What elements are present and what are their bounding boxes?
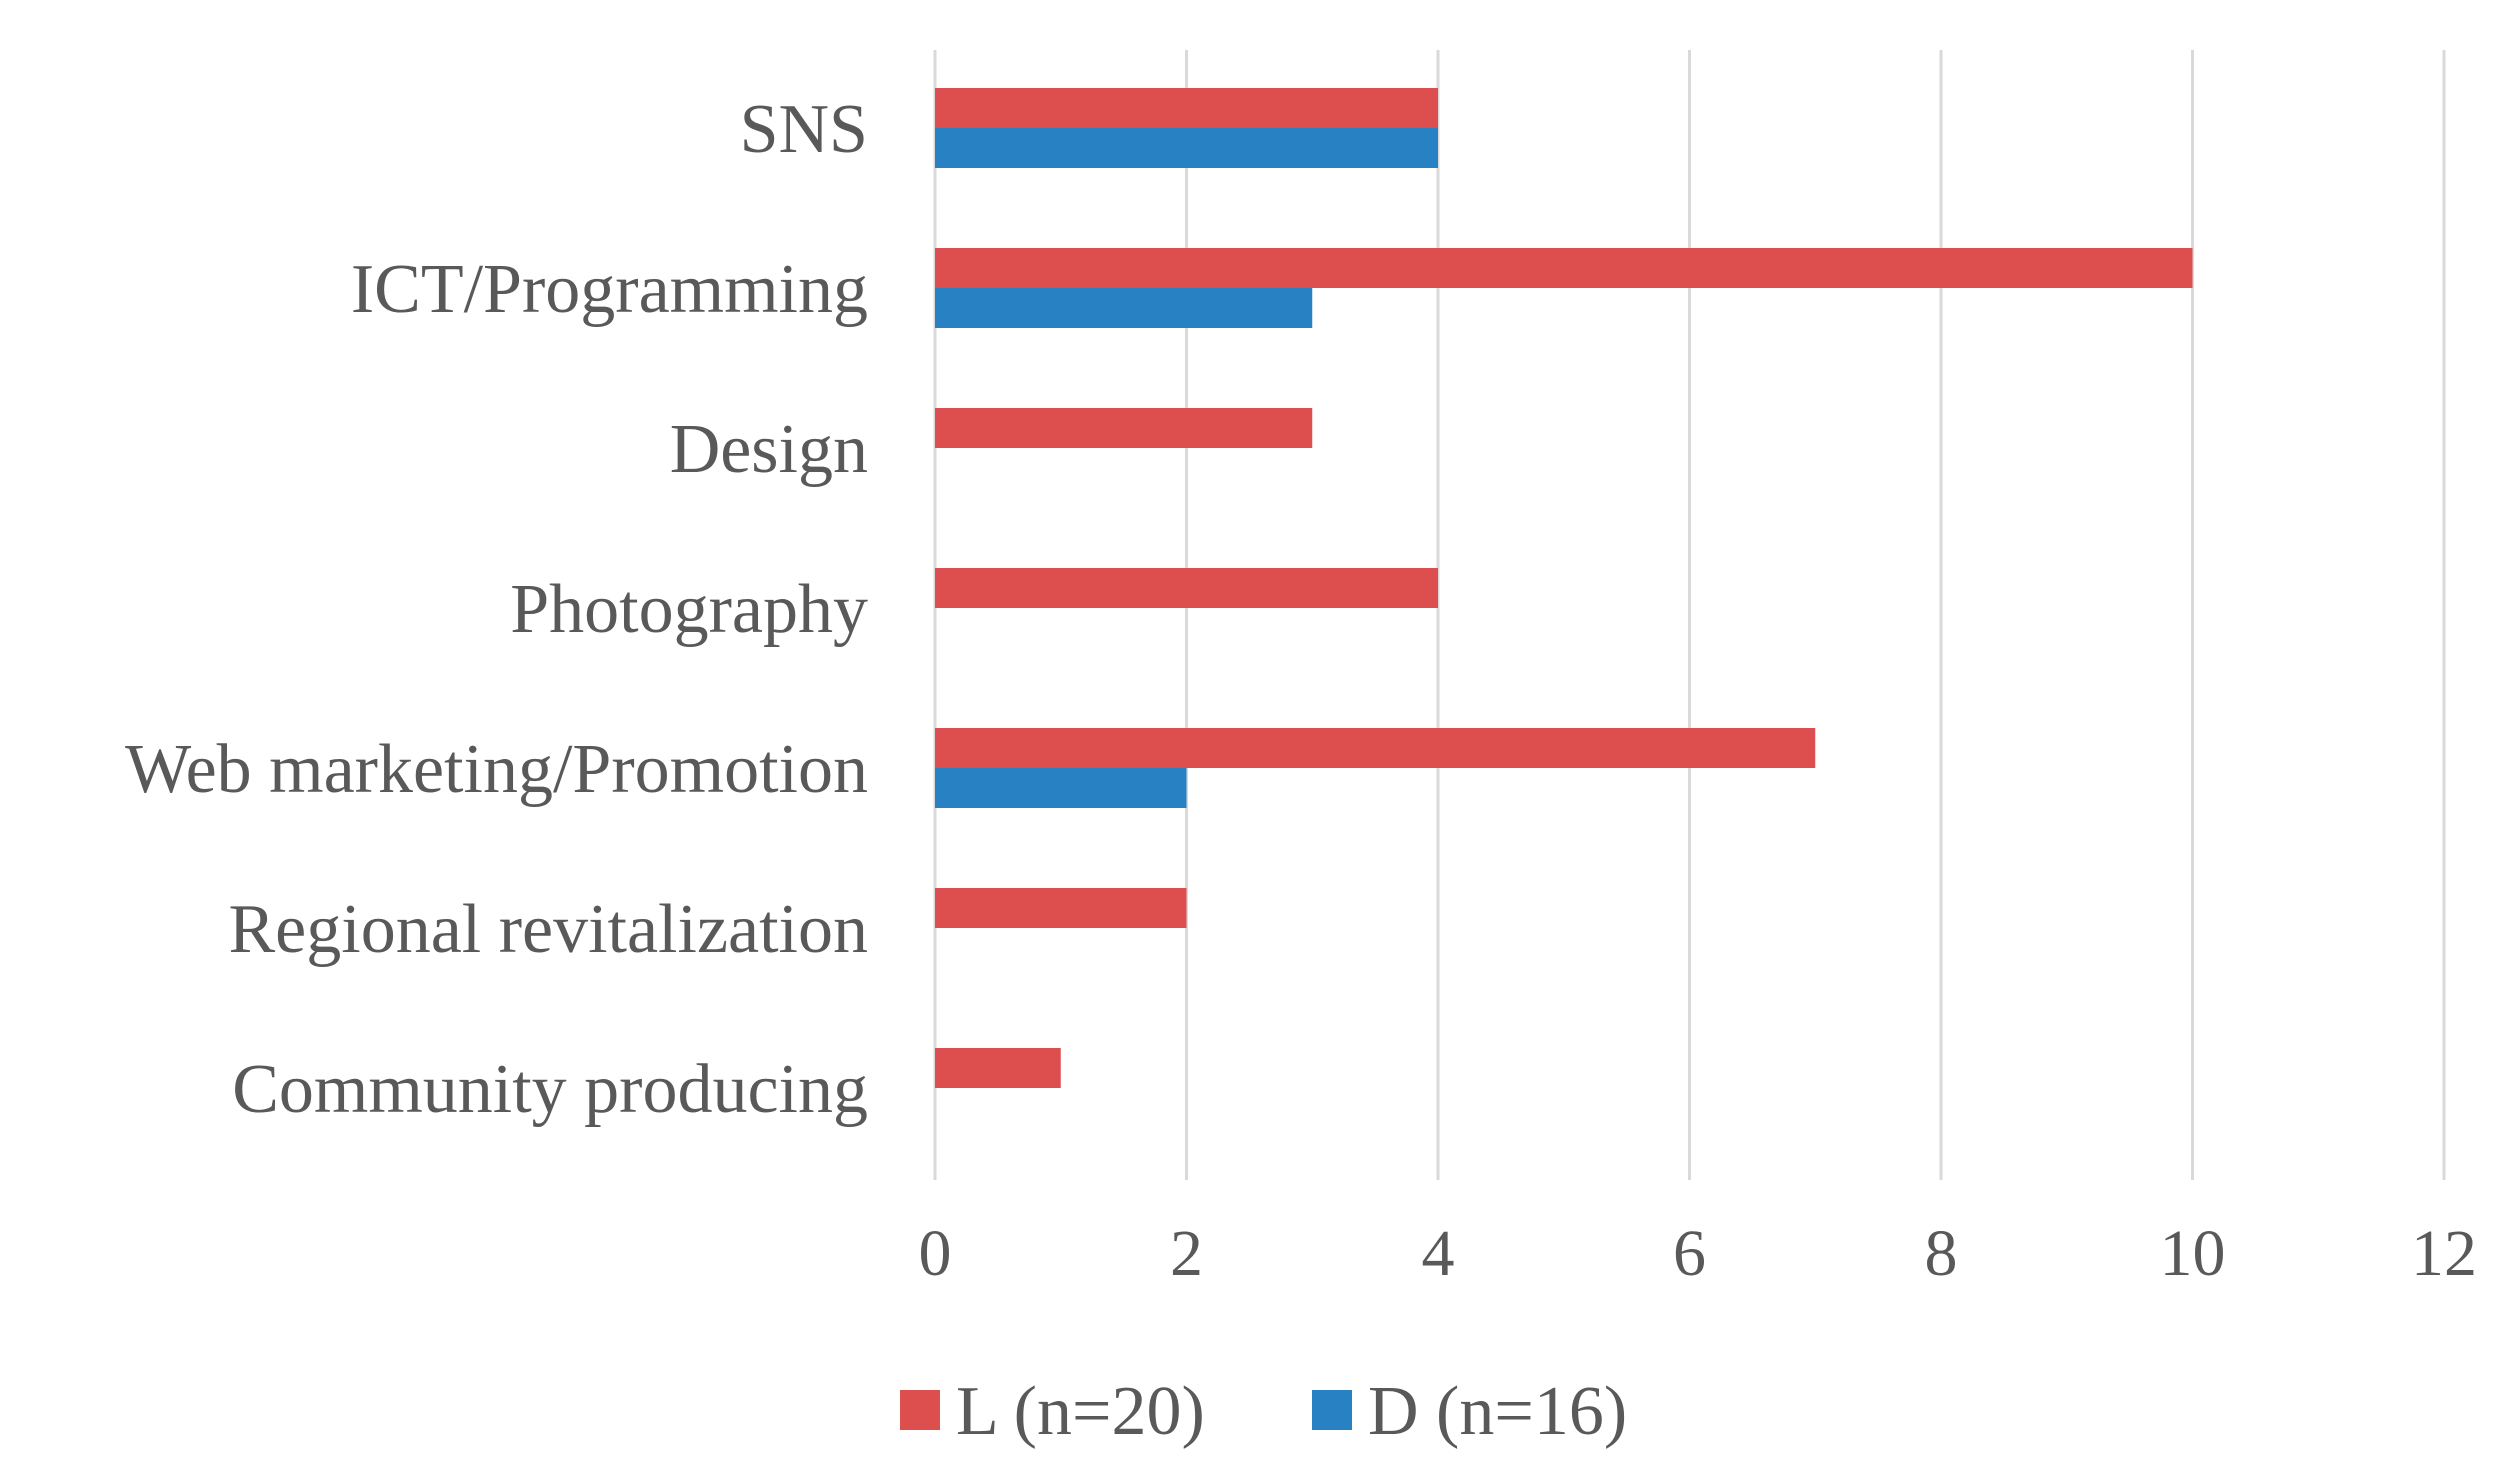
legend-swatch (900, 1390, 940, 1430)
bar-l (935, 248, 2193, 288)
bar-l (935, 1048, 1061, 1088)
bar-l (935, 408, 1313, 448)
category-label: Regional revitalization (228, 891, 868, 968)
legend-swatch (1312, 1390, 1352, 1430)
bar-d (935, 288, 1313, 328)
category-label: Photography (510, 571, 868, 648)
legend-label: L (n=20) (956, 1373, 1205, 1450)
category-label: Design (670, 411, 868, 488)
x-tick-label: 10 (2160, 1217, 2226, 1290)
bar-l (935, 888, 1187, 928)
x-tick-label: 12 (2411, 1217, 2477, 1290)
category-label: ICT/Programming (351, 251, 868, 328)
x-tick-labels: 0 2 4 6 8 10 12 (919, 1217, 2478, 1290)
bar-d (935, 768, 1187, 808)
category-label: Web marketing/Promotion (125, 731, 868, 808)
bars (935, 88, 2193, 1088)
category-labels: SNS ICT/Programming Design Photography Web m… (125, 91, 868, 1128)
bar-l (935, 88, 1438, 128)
x-tick-label: 6 (1673, 1217, 1706, 1290)
gridlines (933, 50, 2446, 1180)
x-tick-label: 8 (1925, 1217, 1958, 1290)
bar-l (935, 568, 1438, 608)
category-label: Community producing (232, 1051, 868, 1128)
bar-l (935, 728, 1816, 768)
legend: L (n=20) D (n=16) (900, 1373, 1627, 1450)
bar-d (935, 128, 1438, 168)
legend-label: D (n=16) (1368, 1373, 1627, 1450)
x-tick-label: 4 (1422, 1217, 1455, 1290)
x-tick-label: 2 (1170, 1217, 1203, 1290)
x-tick-label: 0 (919, 1217, 952, 1290)
category-label: SNS (740, 91, 868, 168)
